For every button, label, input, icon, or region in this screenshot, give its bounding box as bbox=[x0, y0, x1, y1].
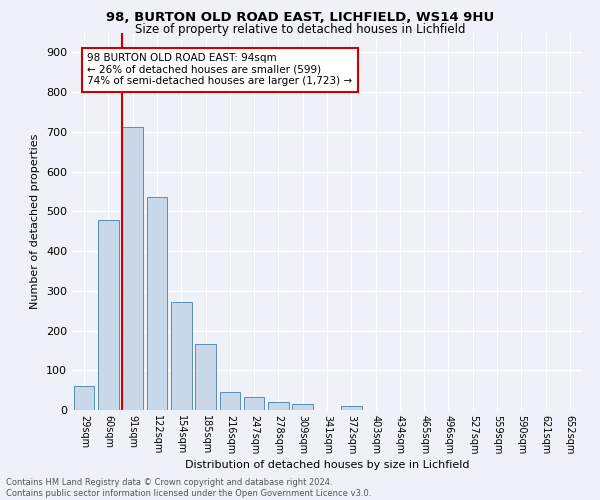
Bar bbox=[122, 126, 143, 410]
Bar bbox=[244, 398, 265, 410]
Bar bbox=[98, 220, 119, 410]
Bar bbox=[146, 196, 167, 410]
Bar bbox=[195, 344, 216, 410]
Text: Size of property relative to detached houses in Lichfield: Size of property relative to detached ho… bbox=[135, 22, 465, 36]
Y-axis label: Number of detached properties: Number of detached properties bbox=[31, 134, 40, 309]
Text: 98 BURTON OLD ROAD EAST: 94sqm
← 26% of detached houses are smaller (599)
74% of: 98 BURTON OLD ROAD EAST: 94sqm ← 26% of … bbox=[88, 54, 352, 86]
Bar bbox=[292, 404, 313, 410]
Bar bbox=[268, 402, 289, 410]
Text: 98, BURTON OLD ROAD EAST, LICHFIELD, WS14 9HU: 98, BURTON OLD ROAD EAST, LICHFIELD, WS1… bbox=[106, 11, 494, 24]
Bar bbox=[220, 392, 240, 410]
Bar bbox=[171, 302, 191, 410]
Text: Contains HM Land Registry data © Crown copyright and database right 2024.
Contai: Contains HM Land Registry data © Crown c… bbox=[6, 478, 371, 498]
Bar bbox=[74, 386, 94, 410]
Bar bbox=[341, 406, 362, 410]
X-axis label: Distribution of detached houses by size in Lichfield: Distribution of detached houses by size … bbox=[185, 460, 469, 470]
